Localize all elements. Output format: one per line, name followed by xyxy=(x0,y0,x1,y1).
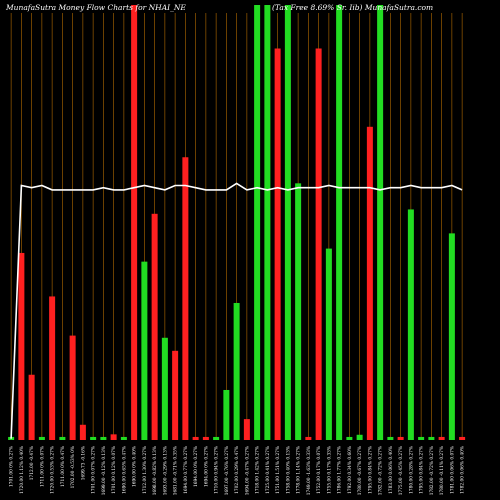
bar xyxy=(377,5,384,440)
x-tick-label: 1795.00 0.84% 0.27% xyxy=(420,446,425,494)
bar xyxy=(110,434,117,440)
bar xyxy=(28,374,35,440)
x-tick-label: 1782.00 0.06% 0.40% xyxy=(461,446,466,494)
chart-title-right: (Tax Free 8.69% Sr. Iib) MunafaSutra.com xyxy=(272,3,433,12)
x-tick-label: 1720.00 1.12% 0.40% xyxy=(20,446,25,494)
bar xyxy=(418,436,425,440)
x-tick-label: 1694.00 0% 0.27% xyxy=(194,446,199,487)
bar xyxy=(182,157,189,440)
x-tick-label: 1690.00 0% 0.40% xyxy=(133,446,138,487)
x-tick-label: 1751.00 1.51% 0.27% xyxy=(276,446,281,494)
bar xyxy=(213,436,220,440)
x-tick-label: 1780.00 -0.11% 0.27% xyxy=(440,446,445,495)
bars xyxy=(8,5,466,441)
x-tick-label: 1712.00 1.30% 0.27% xyxy=(143,446,148,494)
x-tick-label: 1795.00 0.84% 0.27% xyxy=(368,446,373,494)
price-line xyxy=(10,182,463,439)
bar xyxy=(233,302,240,440)
bar xyxy=(397,436,404,440)
x-tick-label: 1694.00 -0.47% 0.27% xyxy=(245,446,250,495)
x-tick-label: 1758.00 0.40% 0.13% xyxy=(286,446,291,494)
bar xyxy=(100,436,107,440)
x-tick-label: 1690.00 0.65% 0.47% xyxy=(122,446,127,494)
bar xyxy=(202,436,209,440)
x-tick-label: 1710.00 0.94% 0.27% xyxy=(215,446,220,494)
bar xyxy=(305,436,312,440)
bar xyxy=(356,434,363,440)
bar xyxy=(284,5,291,440)
x-tick-label: 1778.00 1.14% 0.27% xyxy=(297,446,302,494)
x-tick-label: 1701.00 0.07% 0.27% xyxy=(92,446,97,494)
bar xyxy=(151,213,158,440)
bar xyxy=(18,252,25,440)
x-tick-label: 1701.00 0% 0.27% xyxy=(10,446,15,487)
x-tick-label: 1711.00 0% 0.07% xyxy=(40,446,45,487)
x-tick-label: 1718.00 1.42% 0.27% xyxy=(256,446,261,494)
x-tick-label: 1780.00 -0.67% 0.27% xyxy=(358,446,363,495)
x-tick-labels: 1701.00 0% 0.27% 1720.00 1.12% 0.40% 1712.… xyxy=(10,446,466,495)
x-tick-label: 1792.00 0.34% 0.60% xyxy=(348,446,353,494)
bar xyxy=(315,48,322,440)
bar xyxy=(243,419,250,440)
x-tick-label: 1720.00 0.53% 0.27% xyxy=(51,446,56,494)
x-tick-label: 1699.00 -0.12% 0.13% xyxy=(102,446,107,495)
bar xyxy=(120,436,127,440)
bar xyxy=(346,436,353,440)
x-tick-label: 1693.00 -0.29% 0.13% xyxy=(163,446,168,495)
bar xyxy=(223,389,230,440)
x-tick-label: 1711.00 0% 0.47% xyxy=(61,446,66,487)
bar xyxy=(59,436,66,440)
bar xyxy=(274,48,281,440)
bar xyxy=(428,436,435,440)
x-tick-label: 1681.00 -0.71% 0.35% xyxy=(174,446,179,495)
bar xyxy=(448,233,455,440)
bar xyxy=(366,126,373,441)
chart-title-left: MunafaSutra Money Flow Charts for NHAI_N… xyxy=(5,3,186,12)
bar xyxy=(131,5,138,440)
x-tick-label: 1749.00 -1.63% 0.33% xyxy=(307,446,312,495)
bar xyxy=(325,248,332,440)
x-tick-label: 1725.00 0.41% 0.27% xyxy=(266,446,271,494)
x-tick-label: 1755.00 0.17% 0.33% xyxy=(327,446,332,494)
x-tick-label: 1698.00 -0.82% 0.13% xyxy=(153,446,158,495)
x-tick-label: 1782.00 -0.72% 0.27% xyxy=(430,446,435,495)
x-tick-label: 1694.00 0.77% 0.27% xyxy=(184,446,189,494)
bar xyxy=(459,436,466,440)
bar xyxy=(49,296,56,440)
x-tick-label: 1701.00 0.12% 0.07% xyxy=(112,446,117,494)
price-line-layer xyxy=(10,182,463,439)
bar xyxy=(161,337,168,440)
bar xyxy=(438,436,445,440)
x-tick-label: 1694.00 0% 0.27% xyxy=(204,446,209,487)
bar xyxy=(141,261,148,440)
bar xyxy=(336,5,343,440)
bar xyxy=(69,335,76,440)
bar xyxy=(407,209,414,440)
x-tick-label: 1699.73 -0.16% xyxy=(81,446,86,480)
bar xyxy=(387,436,394,440)
bar xyxy=(254,5,261,440)
x-tick-label: 1780.00 0.28% 0.27% xyxy=(409,446,414,494)
x-tick-label: 1786.00 1.77% 0.27% xyxy=(338,446,343,494)
x-tick-label: 1782.00 -0.72% 0.27% xyxy=(379,446,384,495)
x-tick-label: 1781.00 0.06% 0.07% xyxy=(450,446,455,494)
bar xyxy=(264,5,271,440)
bar xyxy=(295,183,302,440)
bar xyxy=(192,436,199,440)
x-tick-label: 1702.00 -0.53% 0% xyxy=(71,446,76,488)
x-tick-label: 1702.00 0.29% 0.47% xyxy=(235,446,240,494)
x-tick-label: 1783.00 0.06% 0.40% xyxy=(389,446,394,494)
bar xyxy=(38,436,45,440)
bar xyxy=(172,350,179,440)
x-tick-label: 1775.00 -0.45% 0.27% xyxy=(399,446,404,495)
bar xyxy=(79,424,86,440)
x-tick-label: 1712.00 -0.47% xyxy=(30,446,35,480)
x-tick-label: 1697.00 -0.76% 0.27% xyxy=(225,446,230,495)
x-tick-label: 1752.00 0.17% 0.07% xyxy=(317,446,322,494)
bar xyxy=(90,436,97,440)
